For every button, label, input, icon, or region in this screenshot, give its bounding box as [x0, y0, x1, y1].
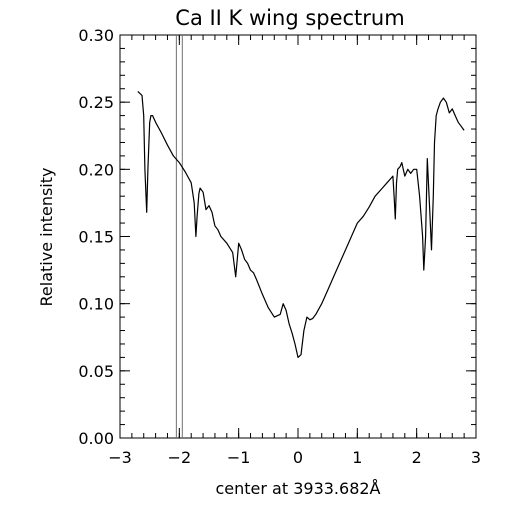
x-tick-label: −1: [227, 448, 251, 467]
x-tick-labels: −3 −2 −1 0 1 2 3: [108, 448, 481, 467]
chart-title: Ca II K wing spectrum: [175, 6, 404, 30]
y-tick-label: 0.10: [78, 295, 114, 314]
y-tick-label: 0.15: [78, 228, 114, 247]
y-tick-label: 0.25: [78, 93, 114, 112]
x-tick-label: −3: [108, 448, 132, 467]
x-tick-label: 0: [293, 448, 303, 467]
y-axis-label: Relative intensity: [37, 168, 56, 307]
spectrum-line: [137, 90, 465, 358]
y-tick-label: 0.05: [78, 362, 114, 381]
y-tick-label: 0.30: [78, 26, 114, 45]
x-tick-label: 3: [471, 448, 481, 467]
vertical-marker-lines: [175, 35, 183, 438]
y-tick-labels: 0.00 0.05 0.10 0.15 0.20 0.25 0.30: [78, 26, 114, 448]
y-tick-label: 0.00: [78, 429, 114, 448]
x-axis-label: center at 3933.682Å: [215, 479, 380, 498]
x-tick-label: 1: [352, 448, 362, 467]
y-tick-label: 0.20: [78, 160, 114, 179]
x-tick-label: −2: [168, 448, 192, 467]
x-tick-label: 2: [412, 448, 422, 467]
axis-ticks: [119, 34, 477, 439]
